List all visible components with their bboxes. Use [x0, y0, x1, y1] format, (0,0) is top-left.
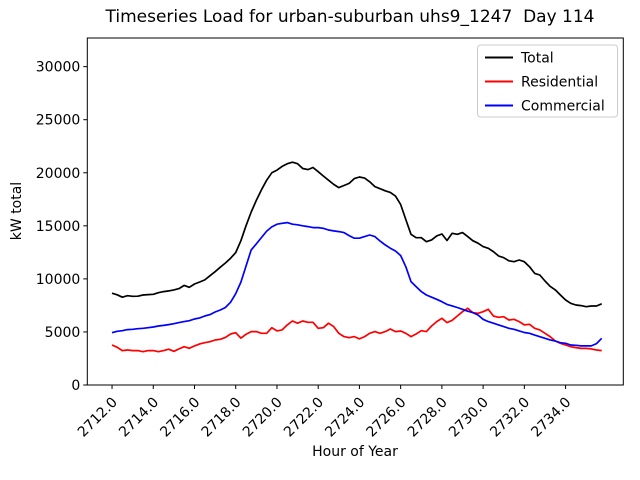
x-tick-label: 2726.0 — [364, 395, 410, 441]
legend-label-total: Total — [520, 51, 554, 67]
x-tick-label: 2728.0 — [405, 395, 451, 441]
x-tick-label: 2718.0 — [199, 395, 245, 441]
y-tick-label: 0 — [71, 378, 80, 394]
y-axis-label: kW total — [9, 181, 25, 241]
series-line-total — [111, 161, 603, 308]
series-line-residential — [111, 307, 602, 353]
y-tick-label: 15000 — [36, 219, 81, 235]
x-tick-label: 2734.0 — [528, 395, 574, 441]
y-tick-label: 10000 — [36, 272, 81, 288]
y-tick-label: 30000 — [36, 60, 81, 76]
legend-label-commercial: Commercial — [521, 99, 605, 115]
x-axis-label: Hour of Year — [312, 444, 398, 460]
legend-box — [477, 44, 618, 118]
y-tick-label: 20000 — [36, 166, 81, 182]
series-line-commercial — [111, 221, 603, 347]
x-tick-label: 2714.0 — [116, 395, 162, 441]
axes-frame — [86, 37, 624, 386]
x-tick-label: 2730.0 — [446, 395, 492, 441]
y-tick-label: 25000 — [36, 113, 81, 129]
x-tick-label: 2716.0 — [157, 395, 203, 441]
x-tick-label: 2712.0 — [75, 395, 121, 441]
x-tick-label: 2724.0 — [322, 395, 368, 441]
y-tick-label: 5000 — [45, 325, 81, 341]
x-tick-label: 2722.0 — [281, 395, 327, 441]
x-tick-label: 2720.0 — [240, 395, 286, 441]
x-tick-label: 2732.0 — [487, 395, 533, 441]
chart-title: Timeseries Load for urban-suburban uhs9_… — [105, 7, 595, 27]
legend-label-residential: Residential — [521, 75, 598, 91]
